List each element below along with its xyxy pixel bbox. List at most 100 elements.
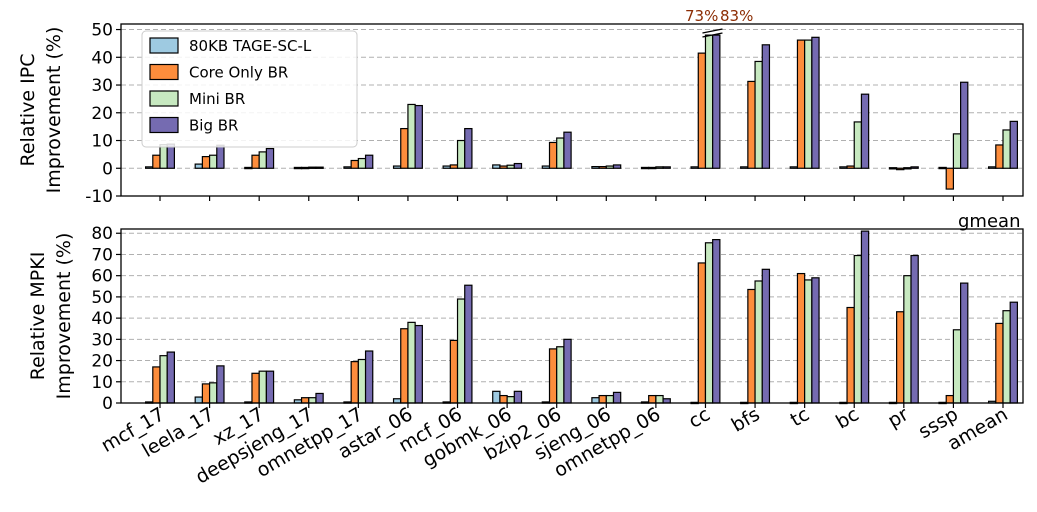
legend-swatch	[149, 37, 179, 54]
bar	[662, 166, 671, 169]
legend-label: Big BR	[189, 117, 238, 135]
panel-ipc: -10 0 10 20 30 40 50 Relative IPC Improvement (%…	[17, 21, 1024, 207]
y-tick-label: 10	[91, 132, 113, 152]
bar	[449, 164, 459, 169]
bar	[761, 268, 771, 404]
y-tick-label: 0	[102, 394, 113, 414]
bar	[1002, 129, 1011, 169]
bar	[315, 166, 324, 169]
legend-swatch	[149, 63, 179, 81]
legend: 80KB TAGE-SC-L Core Only BR Mini BR Big BR	[141, 30, 358, 148]
bar	[492, 390, 501, 404]
bar	[293, 166, 303, 170]
bar	[201, 156, 211, 169]
bar	[513, 162, 523, 169]
bar	[655, 166, 664, 169]
bar	[712, 34, 721, 169]
bar	[392, 165, 402, 169]
bar	[201, 383, 211, 404]
bar	[145, 166, 154, 169]
bar	[690, 166, 699, 169]
bar	[612, 391, 622, 404]
bar	[414, 324, 423, 404]
bar	[853, 254, 863, 404]
bar	[414, 104, 423, 169]
bar	[442, 165, 451, 169]
bar	[860, 93, 870, 169]
bar	[796, 272, 806, 404]
x-axis-labels: mcf_17leela_17xz_17deepsjeng_17omnetpp_1…	[97, 403, 1011, 488]
bar	[350, 361, 359, 404]
bar	[605, 394, 615, 404]
bar	[300, 397, 310, 404]
bar	[846, 306, 855, 404]
y-tick-label: 20	[91, 352, 113, 372]
legend-label: Mini BR	[189, 90, 245, 108]
bar	[499, 165, 508, 169]
bar	[357, 157, 367, 169]
bar	[945, 394, 955, 404]
bar	[563, 338, 572, 404]
plot-frame	[120, 228, 1024, 404]
bar-value-annotation: 73%	[685, 7, 718, 25]
bar	[308, 166, 317, 169]
plot-frame	[120, 23, 1024, 197]
bar	[591, 165, 600, 169]
bar	[995, 144, 1004, 169]
bar	[846, 165, 855, 169]
bar	[166, 143, 175, 169]
bar	[598, 165, 607, 169]
bar	[952, 329, 962, 404]
y-tick-label: 60	[91, 267, 113, 287]
break-mark	[702, 32, 723, 38]
bar	[315, 392, 324, 404]
bar	[612, 164, 622, 169]
bar	[464, 127, 473, 169]
bar	[357, 358, 367, 404]
bar	[910, 254, 919, 404]
bar	[960, 282, 969, 404]
bar	[598, 394, 607, 404]
bar	[1009, 301, 1019, 404]
y-tick-label: 50	[91, 21, 113, 41]
bar	[952, 133, 962, 169]
bar	[896, 167, 905, 171]
bar	[506, 164, 515, 169]
bar	[860, 230, 870, 404]
bar	[456, 298, 466, 404]
y-axis-label: Relative MPKI	[27, 252, 49, 381]
bar	[754, 280, 763, 404]
legend-swatch	[149, 116, 179, 134]
bar	[853, 121, 863, 169]
y-tick-label: -10	[85, 187, 113, 207]
bar	[407, 321, 416, 404]
bar	[265, 370, 275, 404]
bar-value-annotation: 83%	[720, 7, 753, 25]
x-tick-label: bfs	[728, 403, 764, 436]
bar	[364, 154, 374, 169]
bar	[747, 288, 756, 404]
gmean-label: gmean	[958, 211, 1020, 232]
bar	[449, 339, 459, 404]
bar	[811, 36, 820, 169]
bar	[513, 390, 523, 404]
bar	[308, 397, 317, 404]
bar	[655, 394, 664, 404]
legend-label: Core Only BR	[189, 64, 288, 82]
bar	[987, 166, 997, 169]
bar	[159, 355, 168, 404]
bar	[407, 103, 416, 169]
bar	[945, 167, 955, 190]
bar	[563, 131, 572, 169]
bar	[1009, 120, 1019, 169]
bar	[350, 159, 359, 169]
bar	[640, 166, 650, 170]
bar	[152, 154, 161, 169]
bar	[754, 60, 763, 169]
y-tick-label: 40	[91, 309, 113, 329]
bar	[456, 139, 466, 169]
bar	[960, 81, 969, 169]
y-tick-label: 20	[91, 104, 113, 124]
bar	[194, 396, 203, 404]
